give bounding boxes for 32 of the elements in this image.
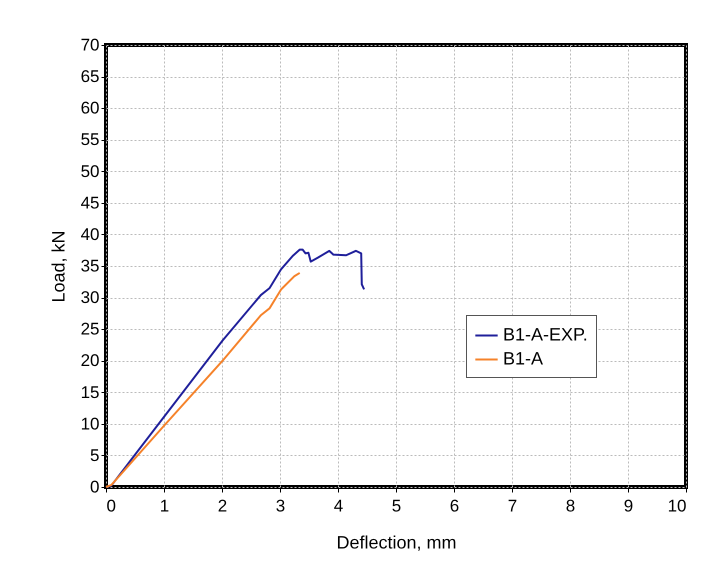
x-tick-label: 8 (566, 496, 576, 516)
x-tick-label: 3 (276, 496, 286, 516)
y-tick-label: 20 (80, 351, 100, 370)
line-series (105, 248, 366, 488)
y-tick-label: 5 (90, 446, 100, 465)
x-tick-label: 4 (334, 496, 344, 516)
y-tick-label: 45 (80, 193, 100, 212)
x-tick-label: 0 (106, 496, 116, 516)
x-tick-label: 9 (624, 496, 634, 516)
x-axis-title: Deflection, mm (336, 532, 457, 552)
y-tick-label: 35 (80, 256, 100, 276)
y-tick-label: 65 (80, 67, 100, 86)
x-tick-label: 7 (508, 496, 518, 516)
legend-label: B1-A (503, 348, 544, 368)
y-axis-title: Load, kN (48, 230, 69, 303)
x-tick-label: 10 (668, 496, 686, 516)
y-tick-label: 50 (80, 162, 100, 181)
x-tick-label: 5 (392, 496, 402, 516)
y-tick-label: 10 (80, 414, 100, 434)
y-tick-label: 55 (80, 130, 100, 150)
x-tick-label: 1 (160, 496, 170, 516)
x-tick-label: 6 (450, 496, 460, 516)
y-tick-label: 30 (80, 288, 100, 308)
y-tick-label: 40 (80, 224, 100, 244)
y-tick-label: 70 (80, 36, 100, 54)
y-tick-label: 15 (80, 382, 100, 402)
y-tick-label: 25 (80, 320, 100, 339)
x-tick-label: 2 (218, 496, 228, 516)
line-series (105, 272, 301, 488)
legend-label: B1-A-EXP. (503, 324, 588, 344)
y-tick-label: 0 (90, 478, 100, 496)
y-tick-label: 60 (80, 98, 100, 118)
